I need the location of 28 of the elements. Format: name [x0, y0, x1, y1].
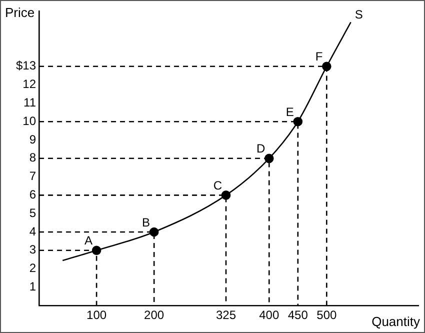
y-tick-label: 7	[29, 169, 36, 184]
x-tick-label: 450	[288, 308, 308, 322]
y-tick-label: 2	[29, 261, 36, 276]
y-axis-title: Price	[5, 5, 35, 20]
y-tick-label: 4	[29, 224, 36, 238]
x-axis-title: Quantity	[372, 314, 420, 330]
series-label: S	[354, 8, 363, 22]
annotation: A	[84, 234, 93, 248]
y-tick-label: 1	[29, 280, 36, 294]
annotation: F	[315, 50, 323, 64]
y-tick-label: 9	[29, 132, 36, 146]
annotation: E	[286, 104, 294, 119]
y-tick-label: 12	[22, 77, 36, 92]
y-tick-label: 6	[29, 188, 36, 202]
annotation: D	[256, 142, 266, 156]
x-tick-label: 100	[86, 308, 107, 322]
x-tick-label: 500	[316, 308, 337, 322]
y-tick-label: 5	[29, 206, 36, 220]
x-tick-label: 325	[216, 308, 236, 322]
y-tick-label: $13	[16, 58, 36, 73]
x-tick-label: 400	[259, 308, 280, 322]
annotation: B	[142, 215, 150, 230]
y-tick-label: 8	[29, 150, 36, 165]
x-tick-label: 200	[144, 308, 164, 322]
y-tick-label: 11	[24, 96, 36, 110]
y-tick-label: 3	[29, 242, 36, 257]
y-tick-label: 10	[22, 114, 36, 128]
annotation: C	[213, 178, 222, 193]
